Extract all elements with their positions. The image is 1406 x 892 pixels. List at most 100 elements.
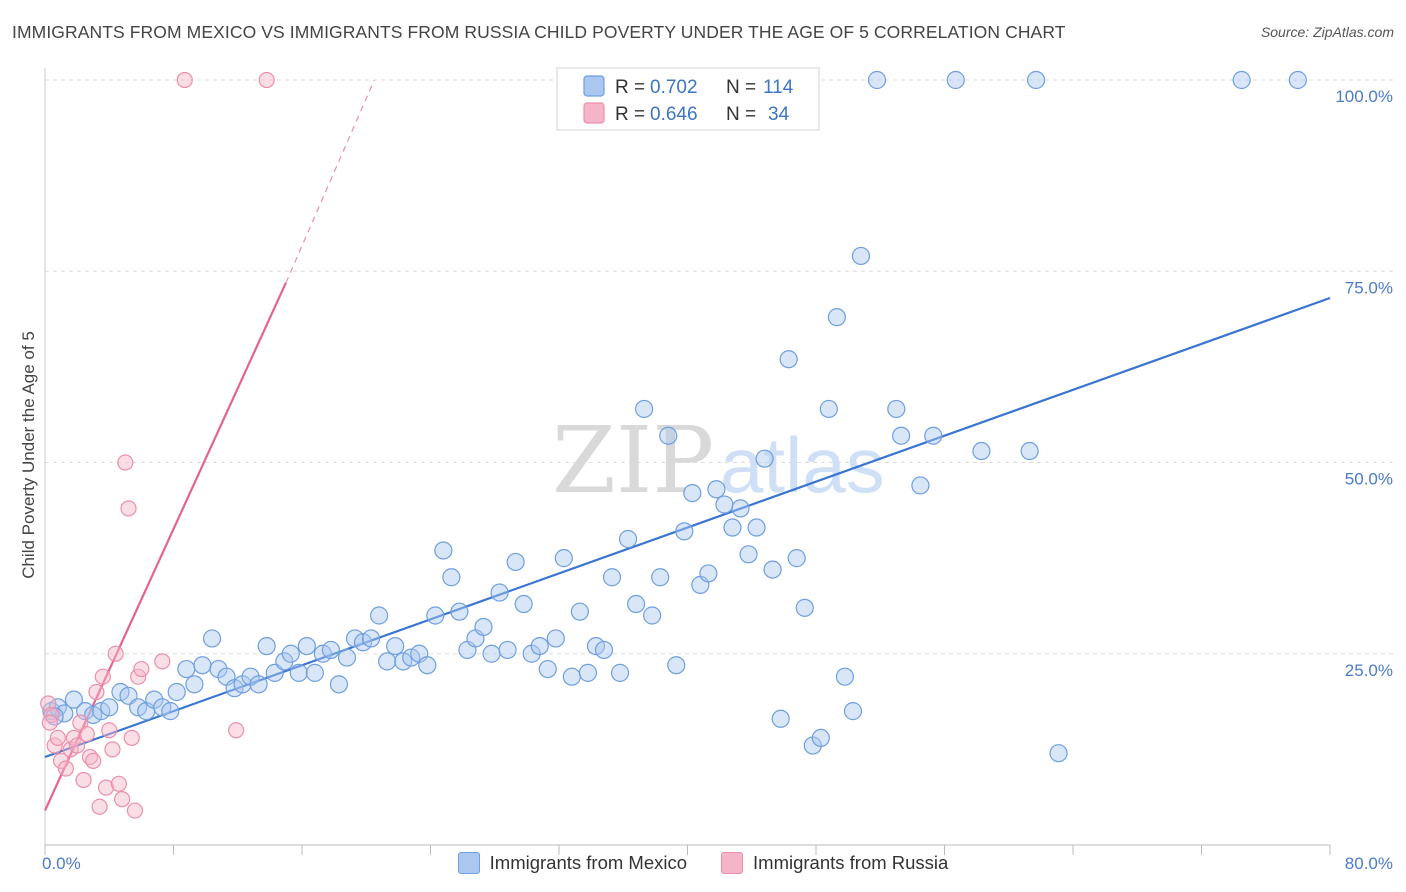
point-mexico-61 — [538, 659, 557, 679]
point-mexico-3 — [64, 690, 84, 709]
watermark-zip: ZIP — [552, 407, 714, 514]
point-russia-32 — [258, 71, 275, 89]
bottom-legend-item-mexico[interactable]: Immigrants from Mexico — [457, 852, 687, 874]
point-russia-26 — [126, 802, 144, 819]
point-russia-3 — [49, 729, 66, 747]
point-mexico-89 — [763, 560, 782, 579]
point-mexico-98 — [835, 667, 855, 686]
legend-n-value-mexico: 114 — [763, 77, 794, 98]
point-mexico-55 — [490, 583, 509, 602]
point-russia-16 — [94, 668, 111, 685]
point-mexico-30 — [289, 663, 308, 682]
point-mexico-83 — [715, 495, 734, 514]
point-mexico-90 — [771, 709, 790, 728]
point-mexico-69 — [602, 568, 622, 587]
point-mexico-103 — [892, 426, 911, 445]
point-mexico-111 — [1232, 70, 1251, 90]
point-russia-4 — [52, 752, 70, 769]
point-mexico-58 — [514, 594, 533, 614]
point-mexico-109 — [1026, 70, 1046, 90]
point-mexico-78 — [675, 522, 694, 541]
point-mexico-102 — [887, 399, 906, 419]
legend-r-value-mexico: 0.702 — [650, 77, 698, 98]
point-mexico-36 — [337, 648, 357, 667]
y-tick-label-1: 50.0% — [1345, 470, 1393, 489]
point-mexico-68 — [594, 640, 614, 660]
legend-n-value-russia: 34 — [768, 104, 790, 125]
point-russia-31 — [228, 722, 245, 739]
point-mexico-31 — [297, 636, 316, 656]
point-mexico-87 — [747, 518, 766, 537]
point-mexico-97 — [827, 308, 846, 327]
point-russia-18 — [101, 722, 118, 739]
point-mexico-46 — [418, 656, 437, 675]
y-tick-label-3: 100.0% — [1335, 87, 1393, 106]
point-russia-33 — [41, 714, 58, 731]
point-russia-21 — [110, 775, 127, 792]
point-mexico-34 — [321, 640, 341, 660]
bottom-legend-item-russia[interactable]: Immigrants from Russia — [721, 852, 948, 874]
chart-title: IMMIGRANTS FROM MEXICO VS IMMIGRANTS FRO… — [12, 22, 1066, 42]
point-mexico-48 — [434, 541, 453, 560]
point-mexico-64 — [562, 667, 581, 686]
point-mexico-74 — [643, 606, 662, 625]
point-russia-28 — [133, 660, 150, 678]
point-russia-17 — [97, 779, 115, 796]
legend-n-label-russia: N = — [726, 104, 756, 125]
point-russia-22 — [113, 790, 131, 808]
point-russia-13 — [85, 752, 102, 769]
y-tick-label-0: 25.0% — [1345, 661, 1393, 680]
point-mexico-16 — [177, 659, 196, 679]
point-mexico-76 — [659, 426, 678, 445]
point-mexico-91 — [779, 350, 798, 369]
legend-n-label-mexico: N = — [726, 77, 756, 98]
point-mexico-25 — [249, 675, 268, 694]
legend-r-label-mexico: R = — [615, 77, 645, 98]
point-russia-20 — [107, 645, 124, 662]
series-mexico-points — [42, 70, 1307, 763]
point-mexico-71 — [618, 529, 638, 549]
point-mexico-17 — [185, 675, 204, 694]
bottom-legend-swatch-russia — [721, 852, 744, 874]
point-mexico-29 — [281, 644, 300, 663]
point-mexico-107 — [972, 441, 991, 461]
legend-r-value-russia: 0.646 — [650, 104, 698, 125]
series-russia-points — [40, 71, 275, 819]
point-mexico-18 — [193, 656, 212, 675]
point-mexico-104 — [911, 476, 930, 495]
point-mexico-63 — [554, 549, 573, 568]
point-russia-25 — [123, 729, 140, 747]
point-mexico-66 — [578, 663, 598, 682]
point-mexico-105 — [924, 426, 943, 445]
y-axis-title: Child Poverty Under the Age of 5 — [19, 331, 38, 579]
point-mexico-77 — [667, 656, 686, 675]
point-mexico-41 — [378, 652, 397, 671]
axes — [44, 68, 1331, 855]
point-mexico-100 — [851, 246, 871, 266]
x-tick-label-min: 0.0% — [42, 854, 81, 873]
point-mexico-40 — [370, 606, 389, 625]
watermark: ZIP atlas — [552, 407, 885, 514]
point-russia-11 — [78, 725, 95, 743]
point-mexico-35 — [329, 675, 349, 694]
point-mexico-79 — [683, 484, 702, 503]
bottom-legend-label-russia: Immigrants from Russia — [753, 852, 949, 873]
legend-r-label-russia: R = — [615, 104, 645, 125]
point-mexico-32 — [305, 663, 324, 682]
legend-swatch-mexico — [583, 75, 605, 97]
point-mexico-54 — [482, 644, 501, 663]
point-russia-23 — [117, 454, 134, 471]
point-mexico-81 — [699, 564, 718, 583]
point-mexico-84 — [723, 518, 742, 537]
point-mexico-26 — [257, 636, 276, 656]
point-mexico-56 — [498, 640, 517, 660]
trend-line-russia — [43, 282, 287, 812]
point-mexico-19 — [202, 629, 222, 648]
point-mexico-101 — [867, 70, 887, 90]
trend-lines — [43, 79, 1331, 812]
point-mexico-95 — [811, 728, 830, 748]
point-russia-10 — [75, 771, 92, 789]
point-mexico-93 — [795, 598, 814, 617]
point-mexico-65 — [570, 602, 589, 621]
